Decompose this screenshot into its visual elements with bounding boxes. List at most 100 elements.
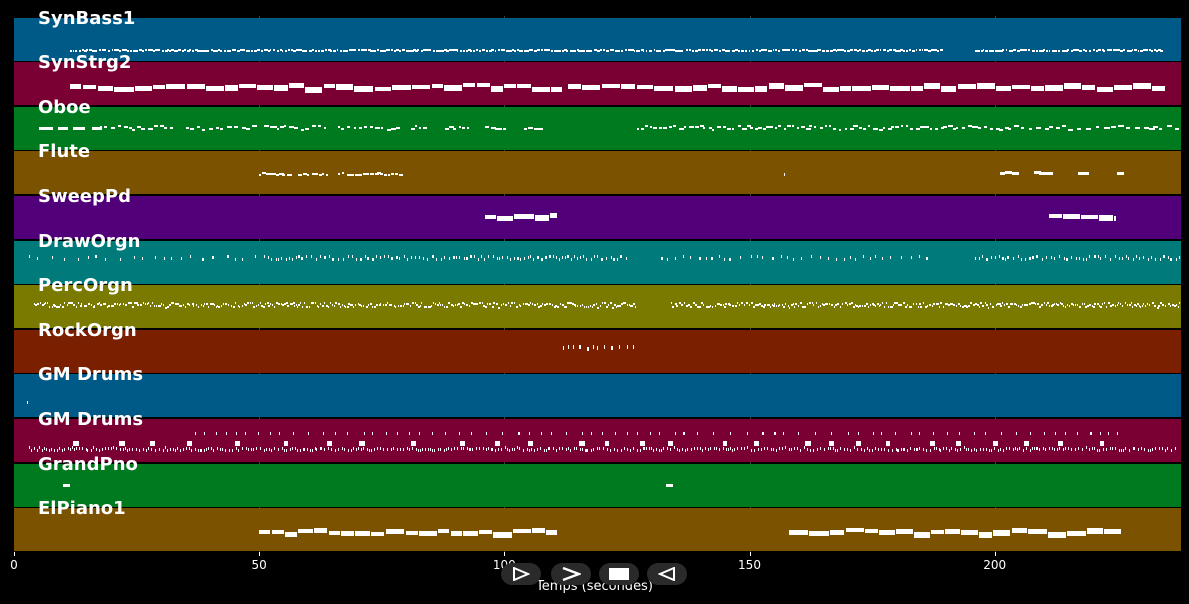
note — [367, 256, 369, 260]
note — [1147, 302, 1149, 305]
note — [257, 85, 273, 91]
note — [55, 305, 58, 308]
note — [264, 48, 266, 51]
note — [343, 447, 345, 451]
note — [450, 448, 452, 452]
note — [752, 301, 754, 304]
note — [735, 304, 737, 307]
note — [1140, 446, 1142, 450]
note — [372, 258, 374, 262]
note — [491, 306, 494, 309]
note — [1086, 257, 1088, 261]
note — [637, 50, 641, 53]
note — [979, 301, 982, 304]
note — [140, 304, 142, 307]
note — [669, 125, 673, 128]
note — [530, 255, 532, 259]
note — [485, 50, 489, 53]
note — [951, 446, 953, 450]
note — [911, 431, 913, 435]
note — [355, 304, 357, 307]
track-row[interactable]: SweepPd — [14, 186, 1181, 239]
note — [202, 258, 204, 262]
note — [1080, 214, 1098, 219]
note — [516, 49, 519, 52]
note — [865, 49, 869, 52]
note — [282, 304, 285, 307]
note — [804, 446, 806, 450]
track-row[interactable]: GM Drums — [14, 365, 1181, 418]
note — [919, 303, 921, 306]
track-row[interactable]: PercOrgn — [14, 276, 1181, 329]
note — [929, 127, 933, 130]
note — [467, 446, 469, 450]
note — [683, 431, 685, 435]
note — [1173, 303, 1175, 306]
note — [326, 173, 329, 176]
note — [411, 256, 413, 260]
track-label: PercOrgn — [38, 275, 133, 297]
note — [949, 449, 951, 453]
note — [621, 84, 636, 90]
note — [579, 448, 581, 452]
note — [411, 447, 413, 451]
track-row[interactable]: Flute — [14, 142, 1181, 195]
track-row[interactable]: GM Drums — [14, 409, 1181, 462]
note — [786, 255, 788, 259]
track-row[interactable]: RockOrgn — [14, 320, 1181, 373]
note — [801, 256, 803, 260]
stop-button[interactable] — [599, 563, 639, 585]
note — [1101, 49, 1104, 52]
note — [944, 303, 947, 306]
note — [426, 258, 429, 262]
note — [305, 305, 307, 308]
note — [512, 447, 514, 451]
note — [513, 257, 516, 261]
note — [866, 302, 868, 305]
note — [79, 304, 82, 307]
note — [670, 447, 672, 451]
note — [1005, 49, 1008, 52]
note — [494, 449, 496, 453]
note — [314, 49, 317, 52]
note — [1058, 49, 1061, 52]
note — [1148, 48, 1151, 51]
note — [869, 304, 872, 307]
note — [351, 304, 354, 307]
note — [1025, 446, 1027, 450]
note — [853, 446, 855, 450]
note — [781, 48, 785, 51]
note — [1082, 85, 1096, 91]
note — [371, 532, 385, 537]
play-button[interactable] — [501, 563, 541, 585]
track-row[interactable]: ElPiano1 — [14, 499, 1181, 552]
note — [624, 302, 627, 305]
track-row[interactable]: SynBass1 — [14, 8, 1181, 61]
note — [880, 431, 882, 435]
track-row[interactable]: GrandPno — [14, 454, 1181, 507]
track-row[interactable]: DrawOrgn — [14, 231, 1181, 284]
note — [1111, 126, 1117, 129]
note — [955, 127, 958, 130]
fast-forward-button[interactable] — [551, 563, 591, 585]
note — [953, 128, 957, 131]
note — [141, 256, 143, 260]
note — [1063, 213, 1080, 219]
rewind-button[interactable] — [647, 563, 687, 585]
note — [446, 306, 448, 309]
note — [476, 49, 479, 52]
note — [610, 255, 612, 259]
note — [455, 255, 458, 259]
note — [49, 449, 51, 453]
track-row[interactable]: SynStrg2 — [14, 53, 1181, 106]
note — [924, 49, 928, 52]
note — [543, 448, 545, 452]
note — [387, 254, 390, 258]
track-row[interactable]: Oboe — [14, 97, 1181, 150]
note — [534, 448, 536, 452]
note — [353, 126, 357, 129]
note — [301, 257, 303, 261]
note — [1133, 83, 1152, 90]
note — [399, 448, 401, 452]
note — [319, 174, 322, 177]
